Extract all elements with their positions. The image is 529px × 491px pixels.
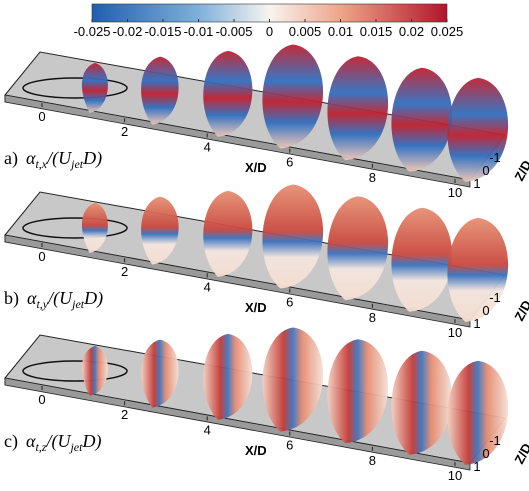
colorbar-tick-label: 0.015 <box>360 24 393 39</box>
caption-part: a) <box>4 148 18 169</box>
z-axis-label: Z/D <box>511 441 529 467</box>
colorbar-tick-label: -0.025 <box>74 24 111 39</box>
x-tick-label: 0 <box>38 109 45 124</box>
caption-part: c) <box>4 431 18 452</box>
z-tick-label: 0 <box>482 163 489 178</box>
x-axis-label: X/D <box>245 443 267 458</box>
caption-part: t,x <box>35 157 47 171</box>
z-tick-label: 0 <box>482 446 489 461</box>
slice <box>447 78 508 182</box>
caption-part: t,y <box>36 297 48 311</box>
x-axis-label: X/D <box>245 300 267 315</box>
x-tick-label: 6 <box>286 438 293 453</box>
x-tick-label: 0 <box>38 249 45 264</box>
x-tick-label: 2 <box>121 124 128 139</box>
x-tick-label: 6 <box>286 155 293 170</box>
z-tick-label: 1 <box>473 459 480 474</box>
colorbar-tick-label: -0.005 <box>216 24 253 39</box>
x-tick-label: 8 <box>369 170 376 185</box>
x-tick-label: 8 <box>369 310 376 325</box>
caption-part: D) <box>83 288 103 309</box>
x-tick-label: 10 <box>448 185 462 200</box>
caption-part: /(U <box>46 148 72 169</box>
colorbar-tick-label: 0.005 <box>289 24 322 39</box>
caption-part: t,z <box>35 440 46 454</box>
caption-part: jet <box>68 440 83 454</box>
colorbar-tick-label: -0.01 <box>184 24 214 39</box>
x-tick-label: 4 <box>204 422 211 437</box>
x-tick-label: 2 <box>121 264 128 279</box>
colorbar-tick-label: 0.025 <box>431 24 464 39</box>
caption: c)αt,z/(UjetD) <box>4 431 101 454</box>
caption: a)αt,x/(UjetD) <box>4 148 102 171</box>
z-axis-label: Z/D <box>511 158 529 184</box>
figure: -0.025-0.02-0.015-0.01-0.005 0 0.005 0.01 0.… <box>0 0 529 491</box>
z-tick-label: -1 <box>489 290 501 305</box>
colorbar-tick-label: 0.02 <box>399 24 424 39</box>
x-tick-label: 6 <box>286 295 293 310</box>
z-tick-label: -1 <box>489 433 501 448</box>
caption-part: D) <box>81 431 101 452</box>
caption-part: jet <box>69 157 84 171</box>
x-tick-label: 0 <box>38 392 45 407</box>
z-tick-label: 0 <box>482 303 489 318</box>
caption-part: /(U <box>47 288 73 309</box>
caption-part: b) <box>4 288 19 309</box>
colorbar-tick-label: 0 <box>266 24 273 39</box>
caption-part: /(U <box>45 431 71 452</box>
colorbar-tick-label: 0.01 <box>328 24 353 39</box>
x-tick-label: 8 <box>369 453 376 468</box>
z-axis-label: Z/D <box>511 298 529 324</box>
x-tick-label: 10 <box>448 325 462 340</box>
caption-part: D) <box>82 148 102 169</box>
caption: b)αt,y/(UjetD) <box>4 288 103 311</box>
slice <box>447 218 508 322</box>
x-axis-label: X/D <box>245 160 267 175</box>
z-tick-label: -1 <box>489 150 501 165</box>
x-tick-label: 4 <box>204 139 211 154</box>
caption-part: jet <box>70 297 85 311</box>
colorbar-tick-label: -0.015 <box>145 24 182 39</box>
x-tick-label: 10 <box>448 468 462 483</box>
z-tick-label: 1 <box>473 316 480 331</box>
slice <box>447 361 508 465</box>
colorbar-tick-label: -0.02 <box>113 24 143 39</box>
x-tick-label: 2 <box>121 407 128 422</box>
x-tick-label: 4 <box>204 279 211 294</box>
z-tick-label: 1 <box>473 176 480 191</box>
